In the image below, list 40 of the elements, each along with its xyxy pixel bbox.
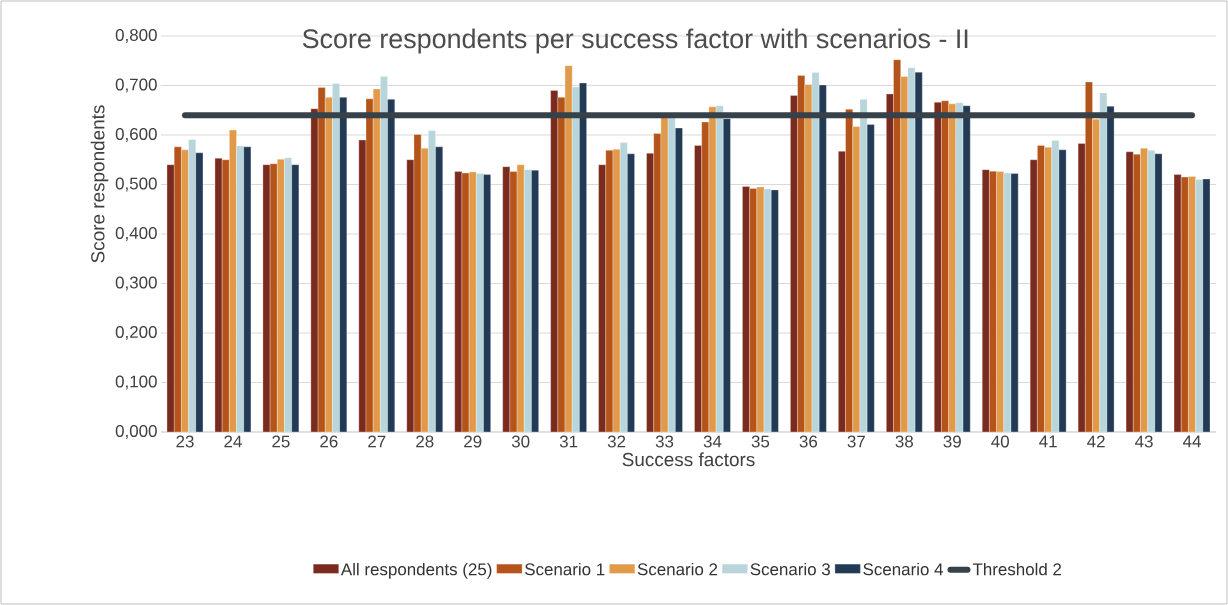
x-tick-label: 36	[799, 435, 818, 448]
x-tick-label: 44	[1183, 435, 1201, 448]
x-tick-label: 32	[607, 435, 626, 448]
x-tick-label: 37	[847, 435, 865, 448]
y-axis-title: Score respondents	[90, 105, 109, 263]
y-tick-label: 0,300	[115, 276, 157, 291]
legend-label: All respondents (25)	[340, 562, 492, 579]
legend-label: Scenario 1	[525, 562, 605, 576]
x-tick-label: 27	[368, 435, 386, 448]
x-tick-label: 41	[1039, 435, 1057, 448]
x-tick-label: 38	[895, 435, 913, 448]
legend-label: Scenario 2	[637, 562, 718, 576]
x-tick-label: 29	[464, 435, 482, 448]
x-tick-label: 26	[320, 435, 338, 448]
x-tick-label: 34	[703, 435, 722, 448]
x-tick-label: 24	[224, 435, 242, 448]
x-axis-title: Success factors	[622, 452, 755, 467]
y-tick-label: 0,600	[115, 128, 157, 142]
chart-title: Score respondents per success factor with scenarios - II	[302, 28, 968, 54]
y-tick-label: 0,500	[115, 177, 157, 192]
x-tick-label: 39	[943, 435, 961, 448]
y-tick-label: 0,200	[115, 325, 157, 340]
y-tick-label: 0,700	[115, 78, 157, 93]
x-tick-label: 25	[272, 435, 290, 448]
legend-label: Scenario 4	[863, 562, 943, 576]
y-tick-label: 0,000	[115, 424, 157, 439]
legend-label: Scenario 3	[750, 562, 830, 576]
y-tick-label: 0,400	[115, 226, 157, 241]
x-tick-label: 35	[751, 435, 770, 448]
y-tick-label: 0,800	[115, 29, 157, 43]
y-tick-label: 0,100	[115, 375, 157, 390]
x-tick-label: 43	[1135, 435, 1153, 448]
x-tick-label: 42	[1087, 435, 1105, 448]
x-tick-label: 40	[991, 435, 1009, 448]
x-tick-label: 28	[416, 435, 434, 448]
x-tick-label: 30	[511, 435, 530, 448]
x-tick-label: 23	[176, 435, 194, 448]
x-tick-label: 33	[655, 435, 674, 448]
x-tick-label: 31	[559, 435, 578, 448]
legend-label: Threshold 2	[972, 562, 1062, 576]
